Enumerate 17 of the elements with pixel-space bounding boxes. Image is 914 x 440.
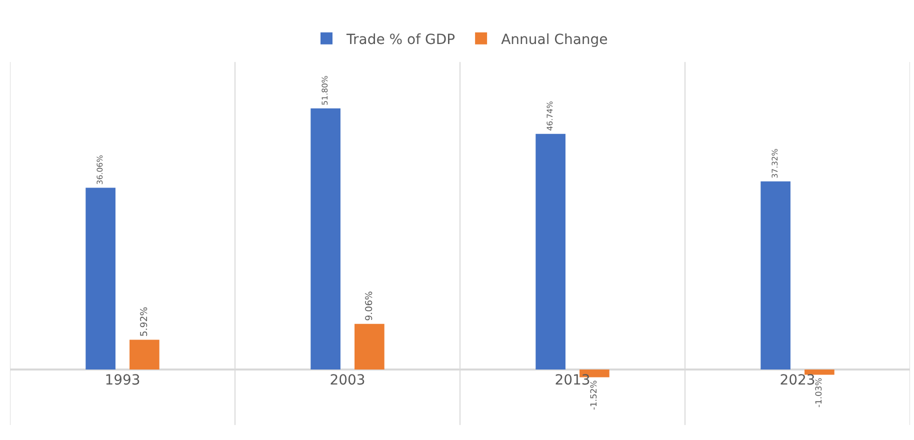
bar (760, 181, 790, 370)
x-tick-label: 1993 (104, 372, 140, 389)
bar (86, 188, 116, 370)
legend-label: Annual Change (501, 32, 608, 48)
legend-label: Trade % of GDP (346, 32, 456, 48)
x-tick-label: 2003 (330, 372, 366, 389)
data-label: 9.06% (364, 290, 375, 321)
data-label: -1.52% (588, 380, 599, 410)
data-label: -1.03% (814, 378, 824, 408)
bar (354, 324, 384, 370)
bar (804, 370, 834, 375)
bar (130, 340, 160, 370)
bar (536, 134, 566, 370)
x-tick-label: 2023 (780, 372, 816, 389)
x-tick-label: 2013 (554, 372, 590, 389)
data-label: 5.92% (138, 306, 150, 337)
bar (310, 108, 340, 370)
